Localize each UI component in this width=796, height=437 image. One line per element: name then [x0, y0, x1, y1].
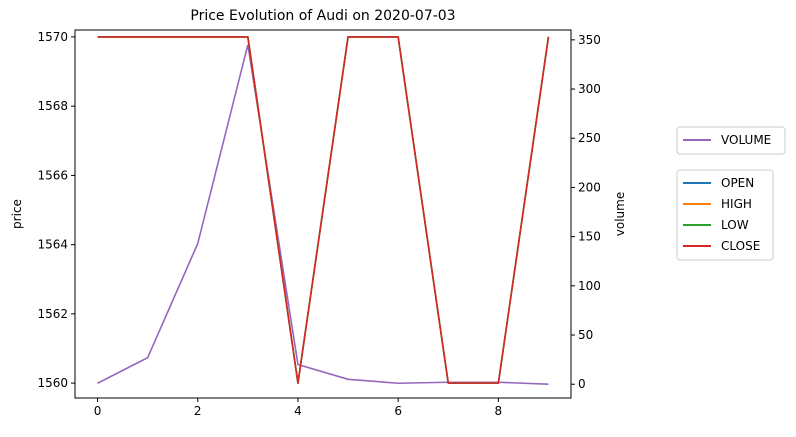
- x-axis: 0 2 4 6 8: [94, 398, 502, 418]
- chart-title: Price Evolution of Audi on 2020-07-03: [190, 8, 455, 24]
- legend-volume: VOLUME: [676, 126, 786, 155]
- y-tick-label-volume: 200: [578, 180, 601, 194]
- legend-label-close: CLOSE: [721, 239, 760, 253]
- y-tick-label-volume: 100: [578, 279, 601, 293]
- legend-price: OPEN HIGH LOW CLOSE: [676, 169, 774, 261]
- x-tick-label: 0: [94, 404, 102, 418]
- series-line-volume: [97, 44, 549, 386]
- legend-label-open: OPEN: [721, 176, 754, 190]
- y-tick-label-price: 1566: [37, 168, 68, 182]
- plot-lines: [97, 36, 550, 386]
- legend-box: [676, 126, 786, 155]
- x-tick-label: 4: [294, 404, 302, 418]
- y-tick-label-price: 1568: [37, 99, 68, 113]
- y-tick-label-volume: 300: [578, 82, 601, 96]
- legend-box: [676, 169, 774, 261]
- y-axis-price: 1560 1562 1564 1566 1568 1570: [37, 30, 75, 390]
- x-tick-label: 2: [194, 404, 202, 418]
- y-axis-label-volume: volume: [613, 192, 627, 236]
- y-tick-label-volume: 150: [578, 230, 601, 244]
- x-tick-label: 6: [394, 404, 402, 418]
- series-line-close: [97, 36, 550, 384]
- y-tick-label-volume: 0: [578, 377, 586, 391]
- y-tick-label-price: 1564: [37, 238, 68, 252]
- y-tick-label-volume: 50: [578, 328, 593, 342]
- y-tick-label-volume: 250: [578, 131, 601, 145]
- x-tick-label: 8: [495, 404, 503, 418]
- y-tick-label-volume: 350: [578, 33, 601, 47]
- y-axis-volume: 0 50 100 150 200 250 300 350: [571, 33, 601, 391]
- y-tick-label-price: 1570: [37, 30, 68, 44]
- y-tick-label-price: 1562: [37, 307, 68, 321]
- plot-frame: [74, 29, 572, 399]
- legend-label-high: HIGH: [721, 197, 752, 211]
- legend-label-volume: VOLUME: [721, 133, 771, 147]
- legend-label-low: LOW: [721, 218, 749, 232]
- y-tick-label-price: 1560: [37, 376, 68, 390]
- y-axis-label-price: price: [10, 199, 24, 229]
